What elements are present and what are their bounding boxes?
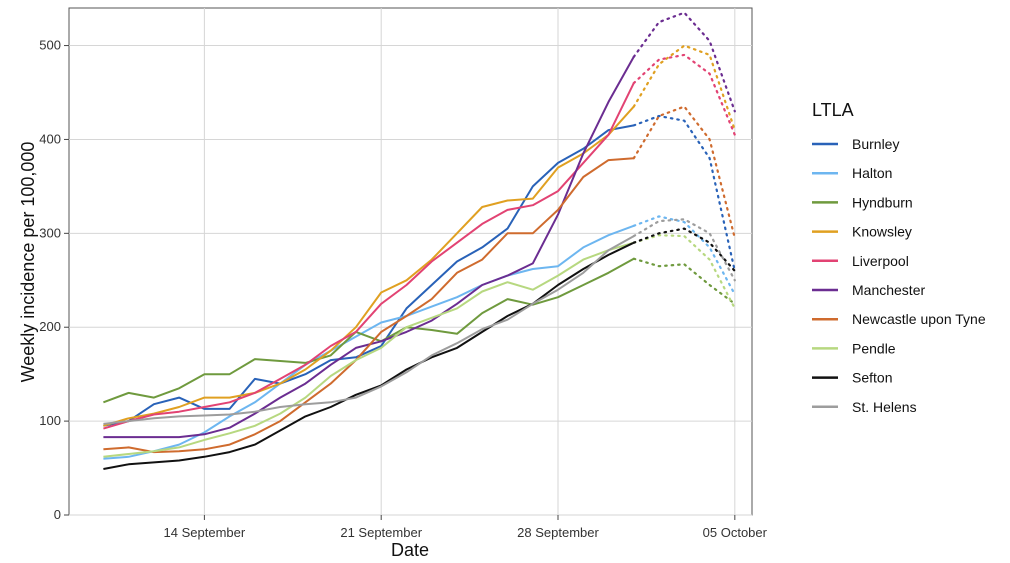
series-line-knowsley (103, 105, 635, 427)
series-line-halton (103, 224, 635, 460)
x-tick-label: 05 October (703, 525, 768, 540)
x-tick-label: 14 September (164, 525, 246, 540)
legend-label: Halton (852, 165, 892, 181)
y-axis-ticks: 0 100 200 300 400 500 (39, 38, 69, 522)
legend-label: Liverpool (852, 253, 909, 269)
y-tick-label: 400 (39, 131, 61, 146)
gridlines (69, 8, 752, 516)
legend-label: Sefton (852, 370, 892, 386)
forecast-line-liverpool (632, 53, 736, 136)
x-tick-label: 28 September (517, 525, 599, 540)
forecast-line-halton (632, 215, 736, 296)
legend-label: Hyndburn (852, 194, 913, 210)
x-axis-title: Date (391, 540, 429, 560)
legend-label: Knowsley (852, 224, 912, 240)
forecast-line-newcastle-upon-tyne (632, 105, 736, 240)
forecast-line-pendle (632, 234, 736, 310)
series-line-hyndburn (103, 257, 635, 404)
forecast-line-burnley (632, 114, 736, 272)
series-line-pendle (103, 241, 635, 458)
series-lines (103, 56, 635, 470)
series-line-st-helens (103, 235, 635, 425)
series-line-liverpool (103, 82, 635, 430)
x-tick-label: 21 September (340, 525, 422, 540)
legend-label: Burnley (852, 136, 899, 152)
y-tick-label: 0 (54, 507, 61, 522)
series-line-newcastle-upon-tyne (103, 157, 634, 454)
forecast-lines (632, 11, 736, 310)
forecast-line-hyndburn (632, 257, 736, 305)
x-axis-ticks: 14 September 21 September 28 September 05 O… (164, 515, 768, 540)
plot-panel (68, 7, 753, 516)
forecast-line-knowsley (632, 44, 736, 132)
legend-label: Newcastle upon Tyne (852, 311, 986, 327)
forecast-line-sefton (632, 227, 736, 272)
series-line-sefton (103, 241, 635, 470)
legend-label: Manchester (852, 282, 925, 298)
y-tick-label: 200 (39, 319, 61, 334)
forecast-line-st-helens (632, 218, 736, 282)
legend-title: LTLA (812, 100, 854, 120)
legend: LTLA Burnley Halton Hyndburn Knowsley Liverp… (812, 100, 986, 415)
legend-label: Pendle (852, 340, 896, 356)
y-tick-label: 100 (39, 413, 61, 428)
forecast-line-manchester (632, 11, 736, 113)
y-axis-title: Weekly incidence per 100,000 (18, 142, 38, 383)
legend-label: St. Helens (852, 399, 917, 415)
y-tick-label: 500 (39, 38, 61, 53)
y-tick-label: 300 (39, 225, 61, 240)
plot-border (68, 7, 753, 516)
